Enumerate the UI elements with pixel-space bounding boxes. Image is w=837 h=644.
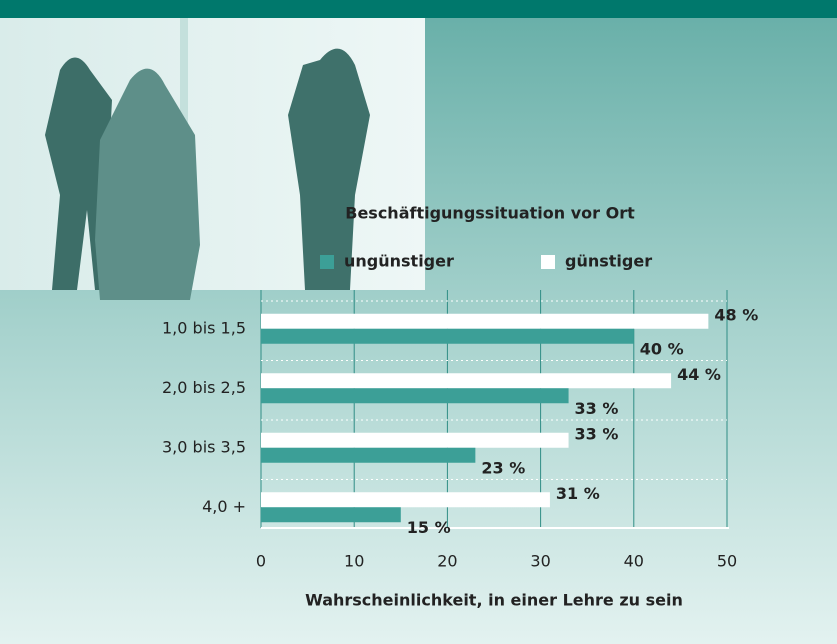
bar <box>261 448 475 463</box>
bar <box>261 314 708 329</box>
top-stripe <box>0 0 837 18</box>
x-tick-label: 50 <box>717 552 737 571</box>
x-tick-label: 0 <box>256 552 266 571</box>
legend-swatch <box>320 255 334 269</box>
value-label: 40 % <box>640 339 684 358</box>
bar <box>261 373 671 388</box>
value-label: 23 % <box>481 458 525 477</box>
bar <box>261 433 569 448</box>
legend-label: günstiger <box>565 252 652 271</box>
legend-swatch <box>541 255 555 269</box>
bar <box>261 329 634 344</box>
value-label: 44 % <box>677 365 721 384</box>
value-label: 48 % <box>714 305 758 324</box>
bar <box>261 492 550 507</box>
chart-title: Beschäftigungssituation vor Ort <box>345 204 635 223</box>
y-tick-label: 1,0 bis 1,5 <box>162 318 246 337</box>
value-label: 33 % <box>575 424 619 443</box>
y-tick-label: 3,0 bis 3,5 <box>162 437 246 456</box>
x-axis-label: Wahrscheinlichkeit, in einer Lehre zu se… <box>305 591 683 610</box>
x-tick-label: 10 <box>344 552 364 571</box>
value-label: 33 % <box>575 399 619 418</box>
bar <box>261 388 569 403</box>
value-label: 15 % <box>407 518 451 537</box>
x-tick-label: 40 <box>624 552 644 571</box>
x-tick-label: 30 <box>530 552 550 571</box>
y-tick-label: 2,0 bis 2,5 <box>162 378 246 397</box>
y-tick-label: 4,0 + <box>202 497 246 516</box>
bar <box>261 507 401 522</box>
chart: Beschäftigungssituation vor Ort Wahrsche… <box>0 0 837 644</box>
value-label: 31 % <box>556 484 600 503</box>
x-tick-label: 20 <box>437 552 457 571</box>
legend-label: ungünstiger <box>344 252 454 271</box>
